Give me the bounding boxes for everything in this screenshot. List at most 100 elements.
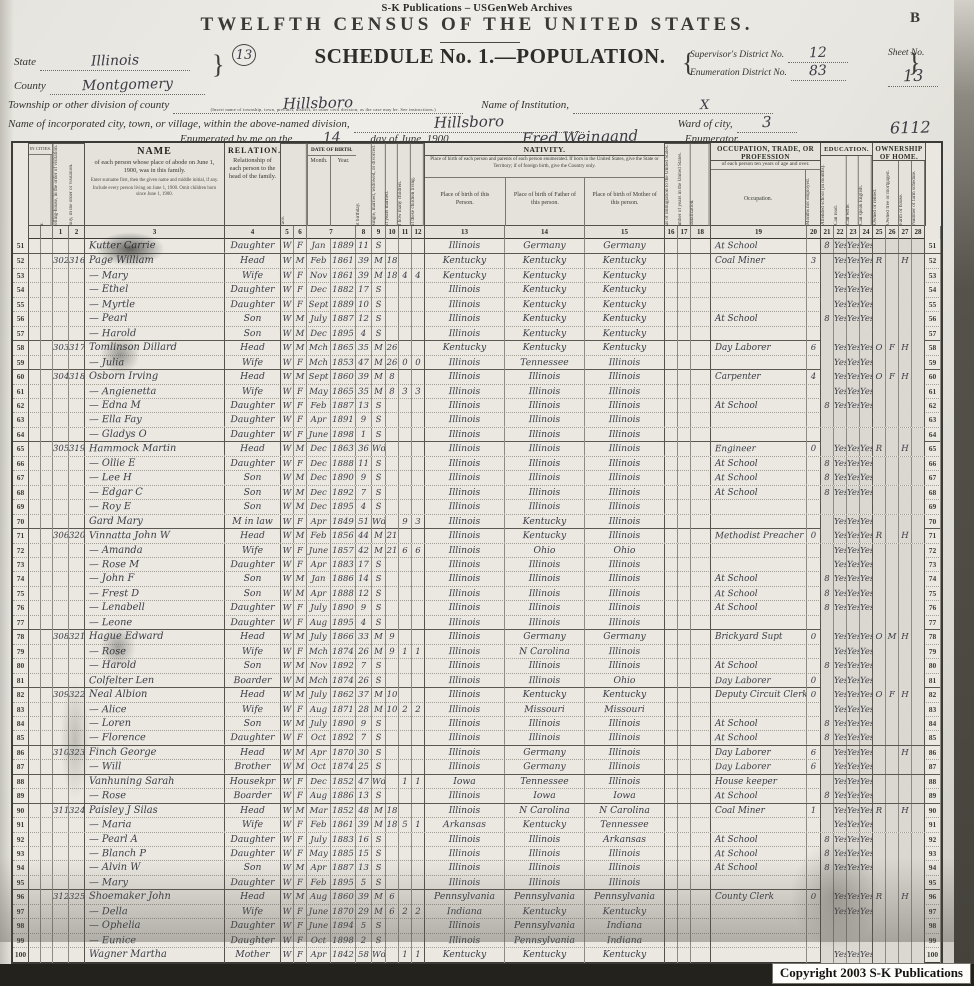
- cell-fh: [898, 789, 913, 804]
- cell-yi: [664, 297, 679, 313]
- cell-name: — Mary: [84, 875, 226, 891]
- cell-pf: Kentucky: [504, 904, 586, 920]
- cell-yi: [665, 572, 678, 587]
- cell-nr: 57: [925, 326, 941, 342]
- cell-c: W: [280, 760, 295, 775]
- cell-n: 81: [13, 673, 29, 689]
- cell-pf: Illinois: [504, 384, 586, 400]
- cell-name: — Gladys O: [85, 427, 225, 443]
- cell-cl: 2: [411, 904, 426, 920]
- enumeration-label: Enumeration District No.: [690, 68, 787, 78]
- cell-wr: Yes: [847, 803, 860, 819]
- cell-yr: 1861: [330, 818, 357, 833]
- cell-dw: [52, 557, 70, 573]
- cell-s: F: [294, 456, 307, 472]
- cell-mar: S: [372, 716, 386, 732]
- cell-age: 12: [356, 312, 372, 327]
- column-number-en: 24: [860, 226, 873, 239]
- census-row: 81 Colfelter Len Boarder W M Mch 1874 26 S Illino…: [13, 672, 941, 689]
- cell-pb: Illinois: [425, 485, 505, 501]
- cell-pb: Illinois: [425, 427, 505, 443]
- cell-n: 91: [13, 818, 29, 833]
- cell-ofm: [885, 442, 900, 457]
- cell-mar: Wd: [372, 948, 386, 963]
- cell-occ: At School: [711, 861, 807, 876]
- cell-pf: Tennessee: [504, 355, 586, 371]
- cell-own: [872, 297, 887, 313]
- cell-wr: Yes: [846, 818, 861, 833]
- cell-s: M: [293, 760, 308, 775]
- cell-ofm: [886, 745, 899, 761]
- cell-mc: [399, 601, 412, 616]
- cell-pf: Illinois: [505, 659, 585, 674]
- cell-c: W: [281, 485, 294, 501]
- cell-name: — John F: [85, 572, 225, 587]
- cell-fm: [68, 586, 86, 602]
- cell-fs: [911, 384, 926, 400]
- cell-en: Yes: [860, 803, 873, 819]
- cell-pm: Arkansas: [585, 832, 665, 848]
- cell-c: W: [280, 818, 295, 833]
- cell-yi: [664, 731, 679, 746]
- cell-pb: Illinois: [424, 297, 506, 313]
- cell-rel: Daughter: [225, 832, 281, 848]
- cell-pf: Illinois: [504, 731, 586, 747]
- cell-rel: Wife: [224, 817, 282, 833]
- cell-yr: 1895: [330, 615, 357, 631]
- nativity-note: Place of birth of each person and parent…: [425, 156, 664, 178]
- cell-fm: [69, 659, 85, 674]
- census-row: 61— Angienetta Wife W F May 1865 35 M 8 3 3 Illinoi…: [13, 383, 941, 400]
- cell-fs: [911, 875, 926, 891]
- cell-mne: [806, 615, 822, 631]
- cell-rel: Wife: [225, 543, 281, 558]
- cell-rd: Yes: [834, 514, 847, 530]
- cell-ny: [677, 904, 692, 920]
- cell-nr: 90: [925, 803, 941, 819]
- cell-yi: [664, 442, 679, 457]
- cell-fh: [898, 500, 913, 515]
- cell-mc: [399, 254, 412, 269]
- cell-cl: [411, 557, 426, 573]
- cell-mc: [399, 890, 412, 905]
- cell-mo: Apr: [307, 861, 331, 876]
- can-write-header: Can write.: [846, 156, 860, 226]
- cell-fh: [899, 716, 912, 732]
- cell-ym: 8: [385, 384, 400, 400]
- cell-mne: [806, 297, 822, 313]
- cell-fh: H: [899, 803, 912, 819]
- cell-name: — Alvin W: [85, 861, 225, 876]
- cell-s: M: [293, 471, 308, 486]
- cell-name: — Ella Fay: [84, 413, 226, 429]
- cell-pb: Pennsylvania: [425, 890, 505, 905]
- cell-rel: Boarder: [224, 789, 282, 804]
- cell-fs: [912, 688, 925, 703]
- column-number-mar: 9: [372, 226, 386, 239]
- cell-mne: 3: [807, 254, 821, 269]
- cell-dw: 305: [52, 442, 70, 457]
- cell-pb: Illinois: [424, 326, 506, 342]
- cell-rd: Yes: [834, 716, 847, 732]
- personal-title: PERSONAL DESCRIPTION.: [281, 143, 424, 144]
- cell-st: [29, 861, 41, 876]
- cell-fh: H: [899, 890, 912, 905]
- cell-sch: 8: [821, 861, 834, 876]
- cell-name: Neal Albion: [85, 688, 225, 703]
- city-line: Name of incorporated city, town, or vill…: [8, 112, 797, 133]
- cell-own: [873, 514, 886, 530]
- cell-own: [872, 268, 887, 284]
- cell-yr: 1889: [330, 238, 357, 254]
- cell-dw: [52, 818, 70, 833]
- cell-sch: [820, 673, 835, 689]
- cell-own: [873, 948, 886, 963]
- cell-n: 98: [13, 919, 29, 934]
- cell-st: [29, 543, 41, 558]
- cell-mar: Wd: [372, 774, 386, 790]
- census-row: 90 311 324 Paisley J Silas Head W M Mar 1852 48 M 1…: [13, 802, 941, 819]
- cell-nr: 67: [925, 471, 941, 486]
- cell-name: — Ophelia: [85, 919, 225, 934]
- cell-dw: [53, 601, 69, 616]
- house-number-header: House Number.: [40, 155, 52, 226]
- cell-en: Yes: [860, 485, 873, 501]
- cell-en: [859, 413, 874, 428]
- cell-n: 62: [13, 398, 29, 414]
